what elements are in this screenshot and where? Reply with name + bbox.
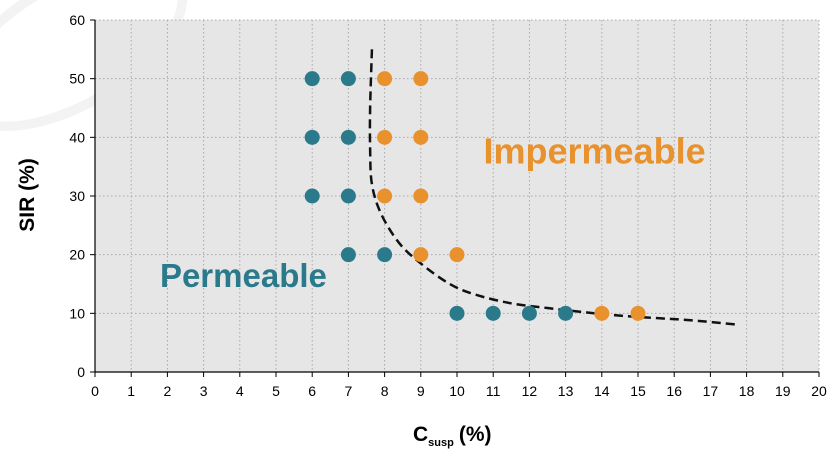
y-tick-label: 0 bbox=[77, 364, 85, 380]
y-tick-label: 20 bbox=[69, 247, 85, 263]
y-tick-label: 10 bbox=[69, 305, 85, 321]
y-tick-label: 40 bbox=[69, 129, 85, 145]
region-label-permeable: Permeable bbox=[160, 257, 327, 294]
y-tick-label: 30 bbox=[69, 188, 85, 204]
point-permeable bbox=[449, 305, 465, 321]
x-tick-label: 5 bbox=[272, 383, 280, 399]
x-tick-label: 1 bbox=[127, 383, 135, 399]
point-permeable bbox=[340, 247, 356, 263]
x-tick-label: 10 bbox=[449, 383, 465, 399]
point-permeable bbox=[485, 305, 501, 321]
x-tick-label: 0 bbox=[91, 383, 99, 399]
x-tick-label: 17 bbox=[703, 383, 719, 399]
x-axis-title-subscript: susp bbox=[428, 437, 454, 449]
point-permeable bbox=[304, 129, 320, 145]
x-tick-label: 15 bbox=[630, 383, 646, 399]
point-impermeable bbox=[377, 129, 393, 145]
x-tick-label: 7 bbox=[345, 383, 353, 399]
point-permeable bbox=[558, 305, 574, 321]
axes bbox=[90, 19, 820, 377]
x-tick-label: 6 bbox=[308, 383, 316, 399]
tick-labels: 0 1 2 3 4 5 6 7 8 9 10 11 12 13 14 15 16 17 18 19 2001020304… bbox=[69, 12, 827, 399]
point-permeable bbox=[340, 71, 356, 87]
point-permeable bbox=[304, 71, 320, 87]
x-tick-label: 9 bbox=[417, 383, 425, 399]
point-impermeable bbox=[413, 188, 429, 204]
point-impermeable bbox=[377, 71, 393, 87]
point-permeable bbox=[340, 129, 356, 145]
region-label-impermeable: Impermeable bbox=[484, 131, 706, 172]
y-tick-label: 50 bbox=[69, 71, 85, 87]
point-impermeable bbox=[377, 188, 393, 204]
data-points bbox=[304, 71, 646, 321]
point-impermeable bbox=[594, 305, 610, 321]
x-tick-label: 2 bbox=[164, 383, 172, 399]
point-permeable bbox=[377, 247, 393, 263]
x-tick-label: 18 bbox=[739, 383, 755, 399]
y-tick-label: 60 bbox=[69, 12, 85, 28]
x-tick-label: 11 bbox=[486, 383, 501, 399]
point-impermeable bbox=[413, 129, 429, 145]
x-axis-title-unit: (%) bbox=[459, 423, 492, 446]
x-tick-label: 12 bbox=[522, 383, 538, 399]
x-tick-label: 16 bbox=[666, 383, 682, 399]
point-impermeable bbox=[413, 247, 429, 263]
x-axis-title: Csusp (%) bbox=[413, 423, 492, 449]
x-tick-label: 8 bbox=[381, 383, 389, 399]
boundary-curve bbox=[368, 49, 736, 326]
x-tick-label: 4 bbox=[236, 383, 244, 399]
x-tick-label: 14 bbox=[594, 383, 610, 399]
point-permeable bbox=[340, 188, 356, 204]
point-permeable bbox=[521, 305, 537, 321]
point-impermeable bbox=[630, 305, 646, 321]
point-impermeable bbox=[413, 71, 429, 87]
point-permeable bbox=[304, 188, 320, 204]
x-tick-label: 3 bbox=[200, 383, 208, 399]
x-tick-label: 19 bbox=[775, 383, 791, 399]
x-axis-title-main: C bbox=[413, 423, 428, 446]
x-tick-label: 13 bbox=[558, 383, 574, 399]
x-tick-label: 20 bbox=[811, 383, 827, 399]
y-axis-title: SIR (%) bbox=[16, 158, 39, 232]
point-impermeable bbox=[449, 247, 465, 263]
